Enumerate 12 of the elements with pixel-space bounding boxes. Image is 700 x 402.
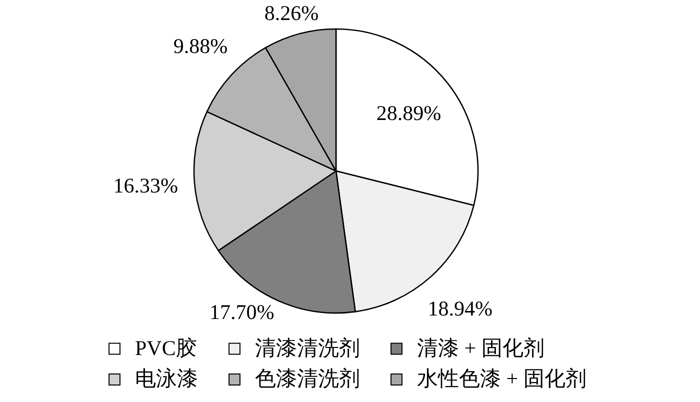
legend-label: 水性色漆 + 固化剂	[417, 366, 586, 390]
data-label: 17.70%	[210, 300, 274, 324]
legend-label: 清漆 + 固化剂	[417, 336, 544, 360]
data-label: 9.88%	[173, 34, 228, 58]
legend-label: 清漆清洗剂	[255, 336, 360, 360]
data-label: 16.33%	[113, 174, 178, 198]
data-label: 28.89%	[376, 101, 442, 126]
legend-label: 色漆清洗剂	[255, 366, 360, 390]
legend-label: 电泳漆	[135, 366, 198, 390]
data-label: 18.94%	[428, 296, 493, 320]
legend-label: PVC胶	[135, 336, 197, 360]
data-label: 8.26%	[264, 0, 319, 25]
